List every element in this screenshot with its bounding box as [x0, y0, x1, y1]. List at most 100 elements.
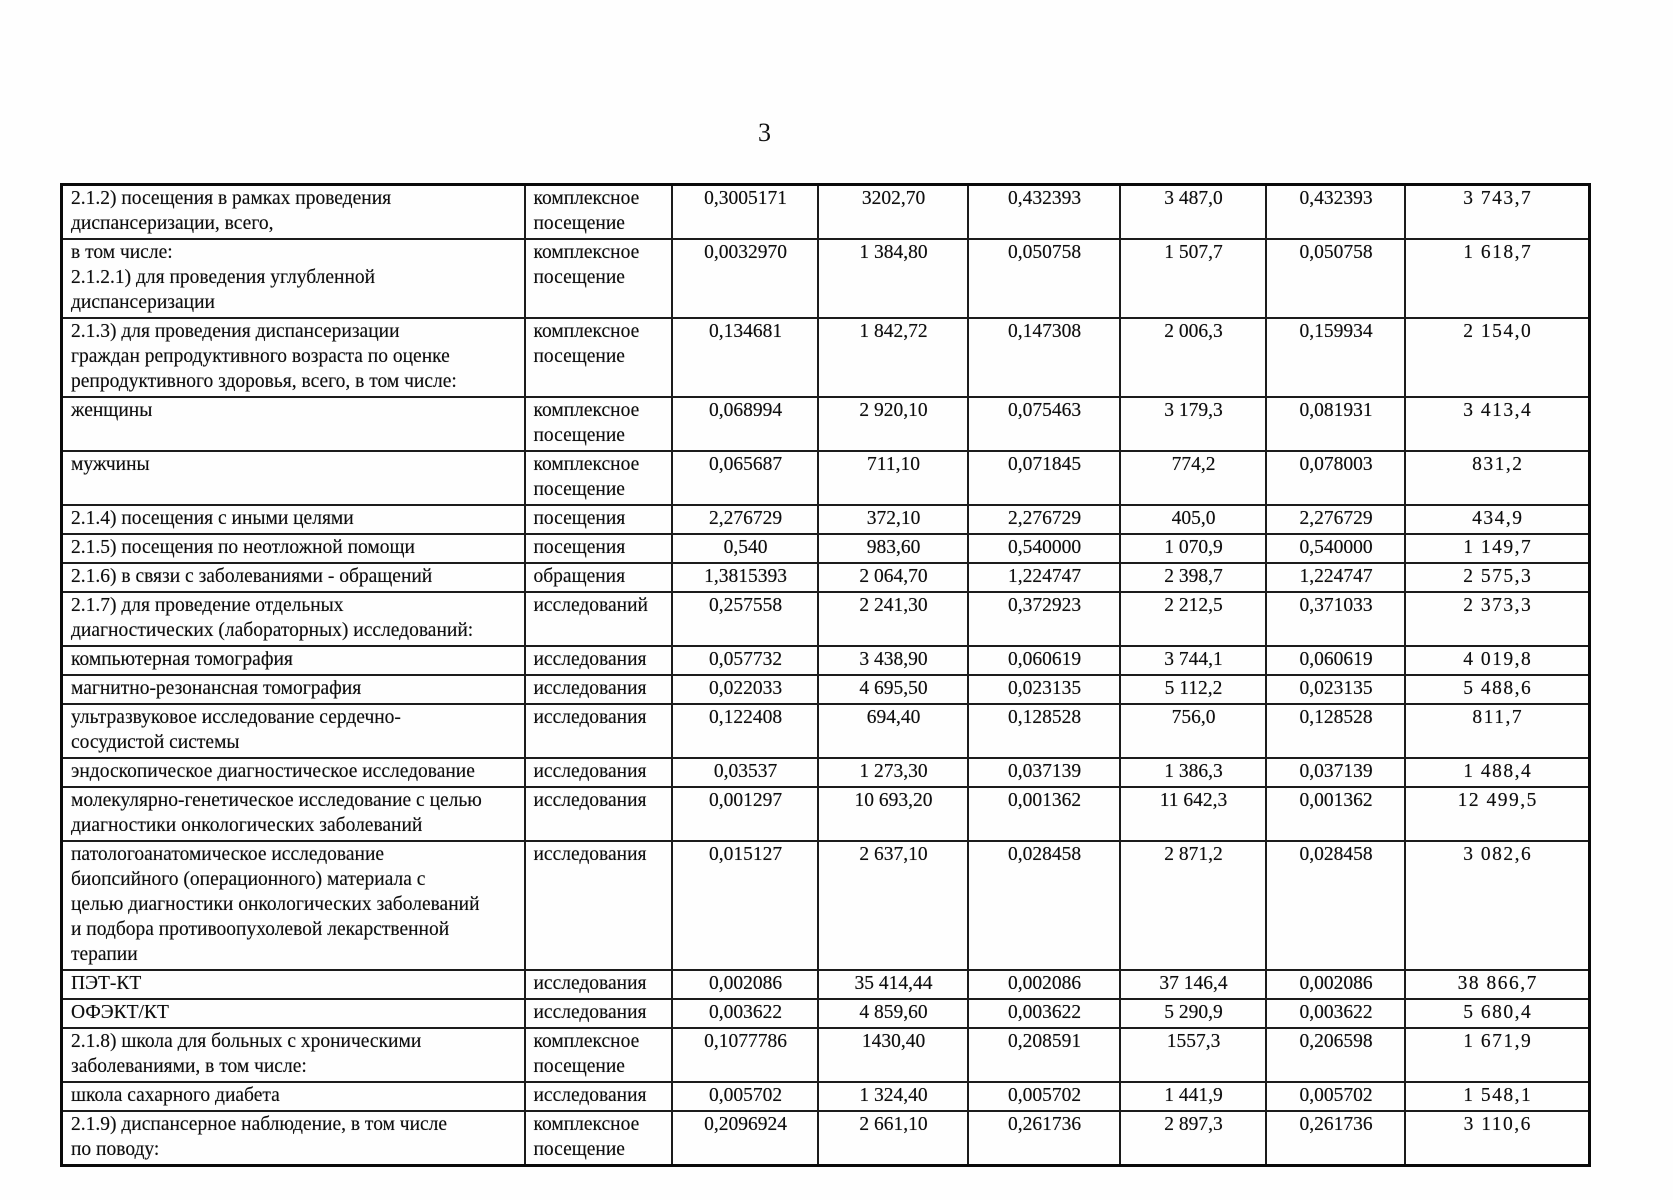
value-cell: 0,060619	[1264, 645, 1406, 676]
unit-cell: исследования	[523, 645, 673, 676]
unit-cell: комплексное посещение	[523, 396, 673, 452]
value-cell: 0,071845	[966, 450, 1121, 506]
value-cell: 2,276729	[1264, 504, 1406, 535]
unit-cell: обращения	[523, 562, 673, 593]
service-name-cell: патологоанатомическое исследование биопс…	[60, 840, 526, 971]
value-cell: 0,075463	[966, 396, 1121, 452]
unit-cell: исследования	[523, 786, 673, 842]
table-row: 2.1.6) в связи с заболеваниями - обращен…	[60, 562, 1591, 593]
table-row: 2.1.8) школа для больных с хроническими …	[60, 1027, 1591, 1083]
value-cell: 11 642,3	[1118, 786, 1267, 842]
service-name-cell: магнитно-резонансная томография	[60, 674, 526, 705]
unit-cell: посещения	[523, 504, 673, 535]
table-row: ПЭТ-КТ исследования 0,002086 35 414,44 0,002…	[60, 969, 1591, 1000]
value-cell: 0,134681	[670, 317, 819, 398]
unit-cell: исследования	[523, 1081, 673, 1112]
value-cell: 1,224747	[1264, 562, 1406, 593]
value-cell: 37 146,4	[1118, 969, 1267, 1000]
value-cell: 1430,40	[816, 1027, 969, 1083]
value-cell: 1 618,7	[1403, 238, 1591, 319]
value-cell: 0,001297	[670, 786, 819, 842]
value-cell: 4 859,60	[816, 998, 969, 1029]
table-row: мужчины комплексное посещение 0,065687 711,…	[60, 450, 1591, 506]
value-cell: 0,065687	[670, 450, 819, 506]
value-cell: 10 693,20	[816, 786, 969, 842]
value-cell: 5 290,9	[1118, 998, 1267, 1029]
service-name-cell: 2.1.2) посещения в рамках проведения дис…	[60, 183, 526, 240]
unit-cell: посещения	[523, 533, 673, 564]
value-cell: 3 744,1	[1118, 645, 1267, 676]
unit-cell: исследования	[523, 840, 673, 971]
table-row: патологоанатомическое исследование биопс…	[60, 840, 1591, 971]
value-cell: 1 441,9	[1118, 1081, 1267, 1112]
service-name-cell: мужчины	[60, 450, 526, 506]
value-cell: 1 384,80	[816, 238, 969, 319]
value-cell: 0,2096924	[670, 1110, 819, 1167]
value-cell: 3 743,7	[1403, 183, 1591, 240]
value-cell: 5 488,6	[1403, 674, 1591, 705]
value-cell: 1 488,4	[1403, 757, 1591, 788]
service-name-cell: 2.1.9) диспансерное наблюдение, в том чи…	[60, 1110, 526, 1167]
value-cell: 831,2	[1403, 450, 1591, 506]
value-cell: 0,147308	[966, 317, 1121, 398]
value-cell: 405,0	[1118, 504, 1267, 535]
value-cell: 2 241,30	[816, 591, 969, 647]
unit-cell: исследования	[523, 757, 673, 788]
service-name-cell: ОФЭКТ/КТ	[60, 998, 526, 1029]
unit-cell: исследования	[523, 703, 673, 759]
value-cell: 0,003622	[1264, 998, 1406, 1029]
value-cell: 2,276729	[966, 504, 1121, 535]
value-cell: 2 897,3	[1118, 1110, 1267, 1167]
value-cell: 4 695,50	[816, 674, 969, 705]
value-cell: 0,081931	[1264, 396, 1406, 452]
value-cell: 3 413,4	[1403, 396, 1591, 452]
value-cell: 0,003622	[670, 998, 819, 1029]
unit-cell: комплексное посещение	[523, 450, 673, 506]
value-cell: 2 398,7	[1118, 562, 1267, 593]
table-row: эндоскопическое диагностическое исследов…	[60, 757, 1591, 788]
value-cell: 0,022033	[670, 674, 819, 705]
value-cell: 5 680,4	[1403, 998, 1591, 1029]
value-cell: 1 507,7	[1118, 238, 1267, 319]
table-row: ОФЭКТ/КТ исследования 0,003622 4 859,60 0,00…	[60, 998, 1591, 1029]
value-cell: 0,0032970	[670, 238, 819, 319]
value-cell: 0,068994	[670, 396, 819, 452]
value-cell: 1557,3	[1118, 1027, 1267, 1083]
value-cell: 0,208591	[966, 1027, 1121, 1083]
value-cell: 0,159934	[1264, 317, 1406, 398]
value-cell: 0,078003	[1264, 450, 1406, 506]
value-cell: 0,261736	[1264, 1110, 1406, 1167]
value-cell: 0,128528	[1264, 703, 1406, 759]
service-name-cell: 2.1.8) школа для больных с хроническими …	[60, 1027, 526, 1083]
value-cell: 2 637,10	[816, 840, 969, 971]
value-cell: 774,2	[1118, 450, 1267, 506]
value-cell: 0,023135	[1264, 674, 1406, 705]
service-name-cell: школа сахарного диабета	[60, 1081, 526, 1112]
value-cell: 0,005702	[1264, 1081, 1406, 1112]
value-cell: 0,432393	[966, 183, 1121, 240]
table-row: 2.1.9) диспансерное наблюдение, в том чи…	[60, 1110, 1591, 1167]
value-cell: 711,10	[816, 450, 969, 506]
value-cell: 2 920,10	[816, 396, 969, 452]
value-cell: 0,037139	[1264, 757, 1406, 788]
table-row: ультразвуковое исследование сердечно- со…	[60, 703, 1591, 759]
value-cell: 0,261736	[966, 1110, 1121, 1167]
value-cell: 0,371033	[1264, 591, 1406, 647]
value-cell: 1 324,40	[816, 1081, 969, 1112]
value-cell: 0,540	[670, 533, 819, 564]
table-body: 2.1.2) посещения в рамках проведения дис…	[60, 183, 1591, 1167]
value-cell: 0,206598	[1264, 1027, 1406, 1083]
value-cell: 0,372923	[966, 591, 1121, 647]
value-cell: 0,002086	[966, 969, 1121, 1000]
service-name-cell: в том числе: 2.1.2.1) для проведения угл…	[60, 238, 526, 319]
value-cell: 2 064,70	[816, 562, 969, 593]
value-cell: 2 871,2	[1118, 840, 1267, 971]
value-cell: 0,1077786	[670, 1027, 819, 1083]
table-row: 2.1.4) посещения с иными целями посещения…	[60, 504, 1591, 535]
value-cell: 1 273,30	[816, 757, 969, 788]
value-cell: 694,40	[816, 703, 969, 759]
value-cell: 0,002086	[1264, 969, 1406, 1000]
value-cell: 0,540000	[966, 533, 1121, 564]
service-name-cell: 2.1.7) для проведение отдельных диагност…	[60, 591, 526, 647]
page-number: 3	[758, 118, 771, 147]
